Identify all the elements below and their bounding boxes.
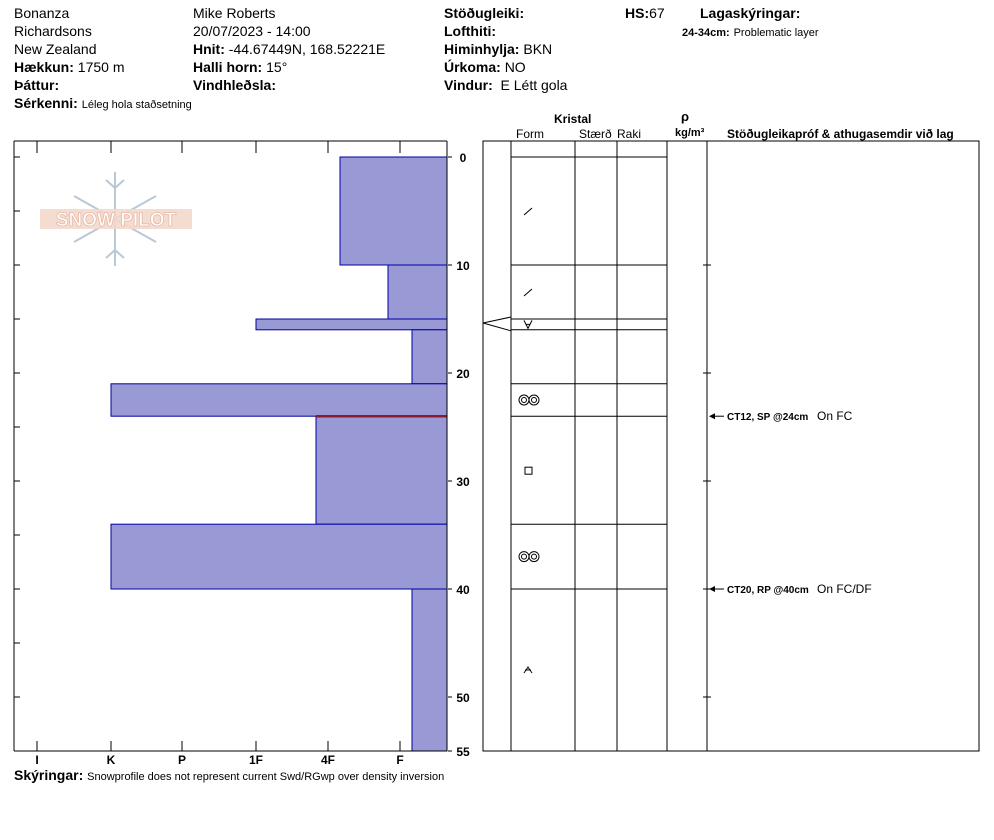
depth-tick-label-6: 55	[456, 745, 470, 759]
hardness-tick-label-0: I	[35, 753, 38, 767]
slope-value: 15°	[266, 59, 288, 75]
layer-note: 24-34cm: Problematic layer	[682, 22, 819, 42]
elevation-row: Hækkun: 1750 m	[14, 58, 125, 76]
features-value: Léleg hola staðsetning	[81, 99, 192, 111]
elevation-label: Hækkun:	[14, 59, 74, 75]
crystal-surface-hoar-icon	[523, 320, 533, 330]
observer: Mike Roberts	[193, 5, 276, 21]
features-row: Sérkenni: Léleg hola staðsetning	[14, 94, 192, 114]
moisture-header: Raki	[617, 127, 642, 141]
hs-value: 67	[649, 5, 665, 21]
hardness-bar-3	[411, 329, 448, 385]
precip-label: Úrkoma:	[444, 59, 501, 75]
coords-label: Hnit:	[193, 41, 225, 57]
slope-row: Halli horn: 15°	[193, 58, 287, 76]
crystal-decomposing-icon	[523, 288, 533, 297]
hardness-bar-2	[255, 318, 448, 331]
depth-tick-label-3: 30	[456, 475, 470, 489]
wind-row: Vindur: E Létt gola	[444, 76, 567, 94]
wind-loading-label: Vindhleðsla:	[193, 77, 276, 93]
logo-text: SNOW PILOT	[56, 210, 177, 231]
crystal-header: Kristal	[554, 112, 592, 126]
hardness-bar-0	[339, 156, 448, 266]
rho-header: ρ	[681, 109, 690, 124]
footer-label: Skýringar:	[14, 767, 84, 783]
hardness-tick-label-5: F	[396, 753, 403, 767]
depth-tick-label-1: 10	[456, 259, 470, 273]
footer-text: Snowprofile does not represent current S…	[87, 771, 445, 783]
country: New Zealand	[14, 41, 97, 57]
hardness-bar-5	[315, 415, 448, 525]
depth-tick-label-0: 0	[460, 151, 467, 165]
wind-label: Vindur:	[444, 77, 493, 93]
stability-label: Stöðugleiki:	[444, 5, 525, 21]
hardness-tick-label-3: 1F	[249, 753, 263, 767]
hardness-bar-4	[110, 383, 448, 417]
layer-connector-16	[482, 322, 512, 332]
layer-connector-15	[482, 316, 512, 324]
hardness-bar-7	[411, 588, 448, 752]
crystal-depth-hoar-icon	[523, 666, 533, 674]
test-note-0: On FC	[817, 409, 853, 423]
air-temp-label: Lofthiti:	[444, 23, 497, 39]
aspect-label: Þáttur:	[14, 77, 60, 93]
test-note-1: On FC/DF	[817, 582, 872, 596]
hardness-tick-label-4: 4F	[321, 753, 335, 767]
hardness-bar-1	[387, 264, 448, 320]
elevation-value: 1750 m	[77, 59, 125, 75]
snowpilot-logo: SNOW PILOT	[40, 172, 192, 266]
crystal-table-frame	[482, 140, 980, 752]
sky-value: BKN	[523, 41, 553, 57]
features-label: Sérkenni:	[14, 95, 78, 111]
wind-value: E Létt gola	[500, 77, 568, 93]
crystal-melt-forms-icon	[518, 394, 540, 406]
precip-row: Úrkoma: NO	[444, 58, 526, 76]
hs-label: HS:	[625, 5, 650, 21]
coords-row: Hnit: -44.67449N, 168.52221E	[193, 40, 385, 58]
precip-value: NO	[504, 59, 526, 75]
depth-tick-label-2: 20	[456, 367, 470, 381]
hardness-tick-label-2: P	[178, 753, 186, 767]
layer-note-range: 24-34cm:	[682, 27, 730, 39]
datetime: 20/07/2023 - 14:00	[193, 23, 311, 39]
range: Richardsons	[14, 23, 92, 39]
hs-row: HS:67	[625, 4, 665, 22]
test-label-1: CT20, RP @40cm	[727, 585, 809, 596]
crystal-decomposing-icon	[523, 207, 533, 216]
depth-tick-label-5: 50	[456, 691, 470, 705]
hardness-tick-label-1: K	[107, 753, 116, 767]
sky-row: Himinhylja: BKN	[444, 40, 552, 58]
test-arrow-head-1	[709, 586, 715, 592]
coords-value: -44.67449N, 168.52221E	[228, 41, 386, 57]
layer-note-text: Problematic layer	[733, 27, 819, 39]
depth-tick-label-4: 40	[456, 583, 470, 597]
footer: Skýringar: Snowprofile does not represen…	[14, 766, 444, 786]
test-label-0: CT12, SP @24cm	[727, 412, 808, 423]
crystal-faceted-icon	[524, 466, 533, 475]
tests-header: Stöðugleikapróf & athugasemdir við lag	[727, 127, 954, 141]
location: Bonanza	[14, 5, 70, 21]
hardness-bar-6	[110, 523, 448, 590]
logo-band	[40, 209, 192, 229]
layer-notes-label: Lagaskýringar:	[700, 5, 801, 21]
sky-label: Himinhylja:	[444, 41, 520, 57]
density-unit-header: kg/m³	[675, 127, 705, 139]
form-header: Form	[516, 127, 544, 141]
slope-label: Halli horn:	[193, 59, 263, 75]
test-arrow-head-0	[709, 413, 715, 420]
crystal-melt-forms-icon	[518, 551, 540, 563]
size-header: Stærð	[579, 127, 612, 141]
